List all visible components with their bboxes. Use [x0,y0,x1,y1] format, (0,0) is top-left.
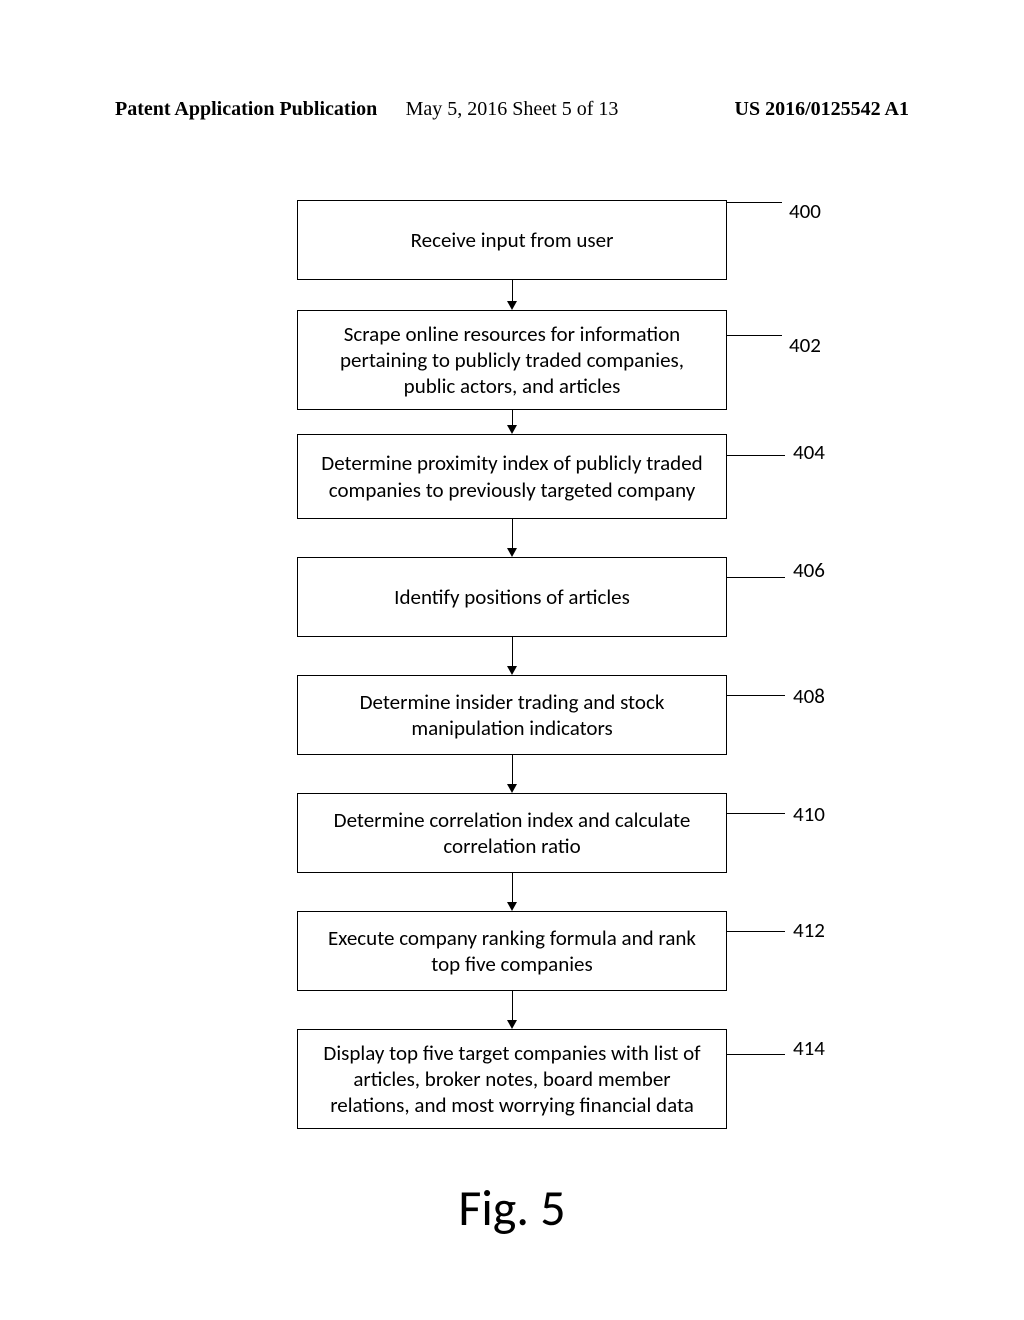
flow-box-number: 412 [793,917,825,943]
arrow-head-icon [507,784,517,793]
flow-row: Receive input from user 400 [0,200,1024,280]
flow-box-number: 400 [789,198,821,224]
figure-caption: Fig. 5 [0,1178,1024,1239]
arrow-head-icon [507,1020,517,1029]
arrow-line [512,410,513,426]
flow-box: Determine insider trading and stock mani… [297,675,727,755]
arrow-line [512,755,513,785]
flow-box: Execute company ranking formula and rank… [297,911,727,991]
flow-box-number: 404 [793,439,825,465]
flow-box: Identify positions of articles [297,557,727,637]
flow-box: Determine correlation index and calculat… [297,793,727,873]
header-left: Patent Application Publication [115,98,377,121]
leader-line [727,931,785,932]
flow-box-number: 406 [793,557,825,583]
flow-arrow [507,280,517,310]
arrow-line [512,873,513,903]
flow-box-number: 410 [793,801,825,827]
leader-line [727,335,782,336]
leader-line [727,455,785,456]
flow-row: Execute company ranking formula and rank… [0,911,1024,991]
header-right: US 2016/0125542 A1 [735,98,909,121]
flow-arrow [507,755,517,793]
arrow-head-icon [507,666,517,675]
flow-box: Receive input from user [297,200,727,280]
flow-arrow [507,991,517,1029]
flow-box: Determine proximity index of publicly tr… [297,434,727,519]
flow-arrow [507,410,517,434]
arrow-line [512,519,513,549]
arrow-line [512,280,513,302]
flow-box-number: 402 [789,332,821,358]
flow-box: Display top five target companies with l… [297,1029,727,1129]
arrow-head-icon [507,548,517,557]
flow-row: Identify positions of articles 406 [0,557,1024,637]
leader-line [727,813,785,814]
flowchart: Receive input from user 400 Scrape online … [0,200,1024,1129]
leader-line [727,577,785,578]
page: Patent Application Publication May 5, 20… [0,0,1024,1320]
flow-box-number: 414 [793,1035,825,1061]
arrow-head-icon [507,425,517,434]
flow-arrow [507,637,517,675]
flow-arrow [507,519,517,557]
header-center: May 5, 2016 Sheet 5 of 13 [406,98,619,121]
flow-box-number: 408 [793,683,825,709]
flow-row: Display top five target companies with l… [0,1029,1024,1129]
page-header: Patent Application Publication May 5, 20… [0,98,1024,121]
arrow-line [512,991,513,1021]
flow-row: Determine insider trading and stock mani… [0,675,1024,755]
flow-row: Determine correlation index and calculat… [0,793,1024,873]
flow-row: Scrape online resources for information … [0,310,1024,410]
leader-line [727,202,782,203]
arrow-head-icon [507,301,517,310]
flow-box: Scrape online resources for information … [297,310,727,410]
leader-line [727,695,785,696]
leader-line [727,1054,785,1055]
flow-row: Determine proximity index of publicly tr… [0,434,1024,519]
arrow-line [512,637,513,667]
flow-arrow [507,873,517,911]
arrow-head-icon [507,902,517,911]
